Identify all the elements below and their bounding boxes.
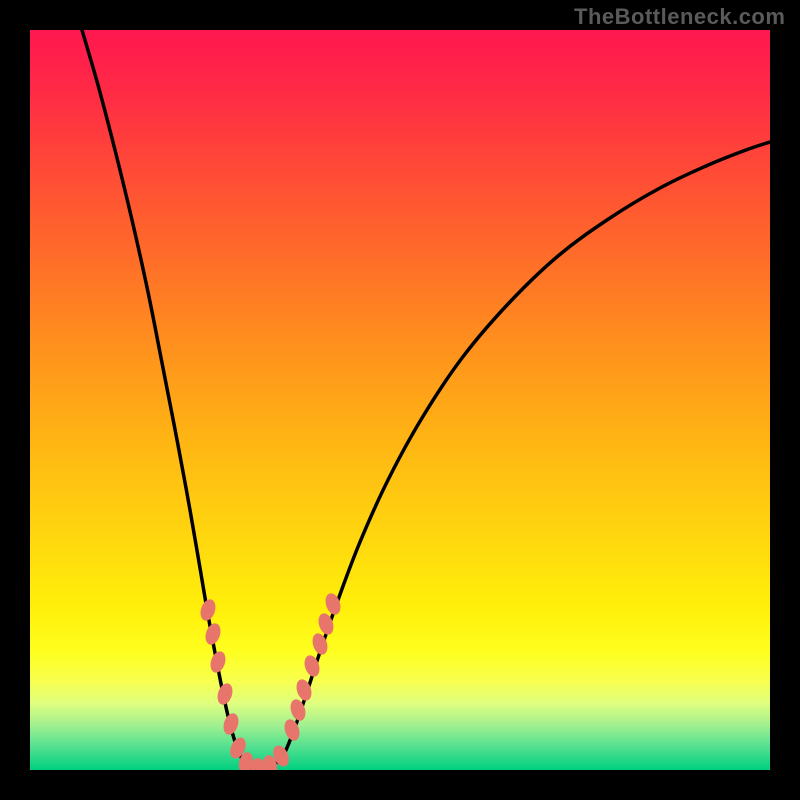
plot-area bbox=[30, 30, 770, 770]
gradient-background bbox=[30, 30, 770, 770]
watermark-text: TheBottleneck.com bbox=[574, 4, 785, 30]
chart-container: TheBottleneck.com bbox=[0, 0, 800, 800]
